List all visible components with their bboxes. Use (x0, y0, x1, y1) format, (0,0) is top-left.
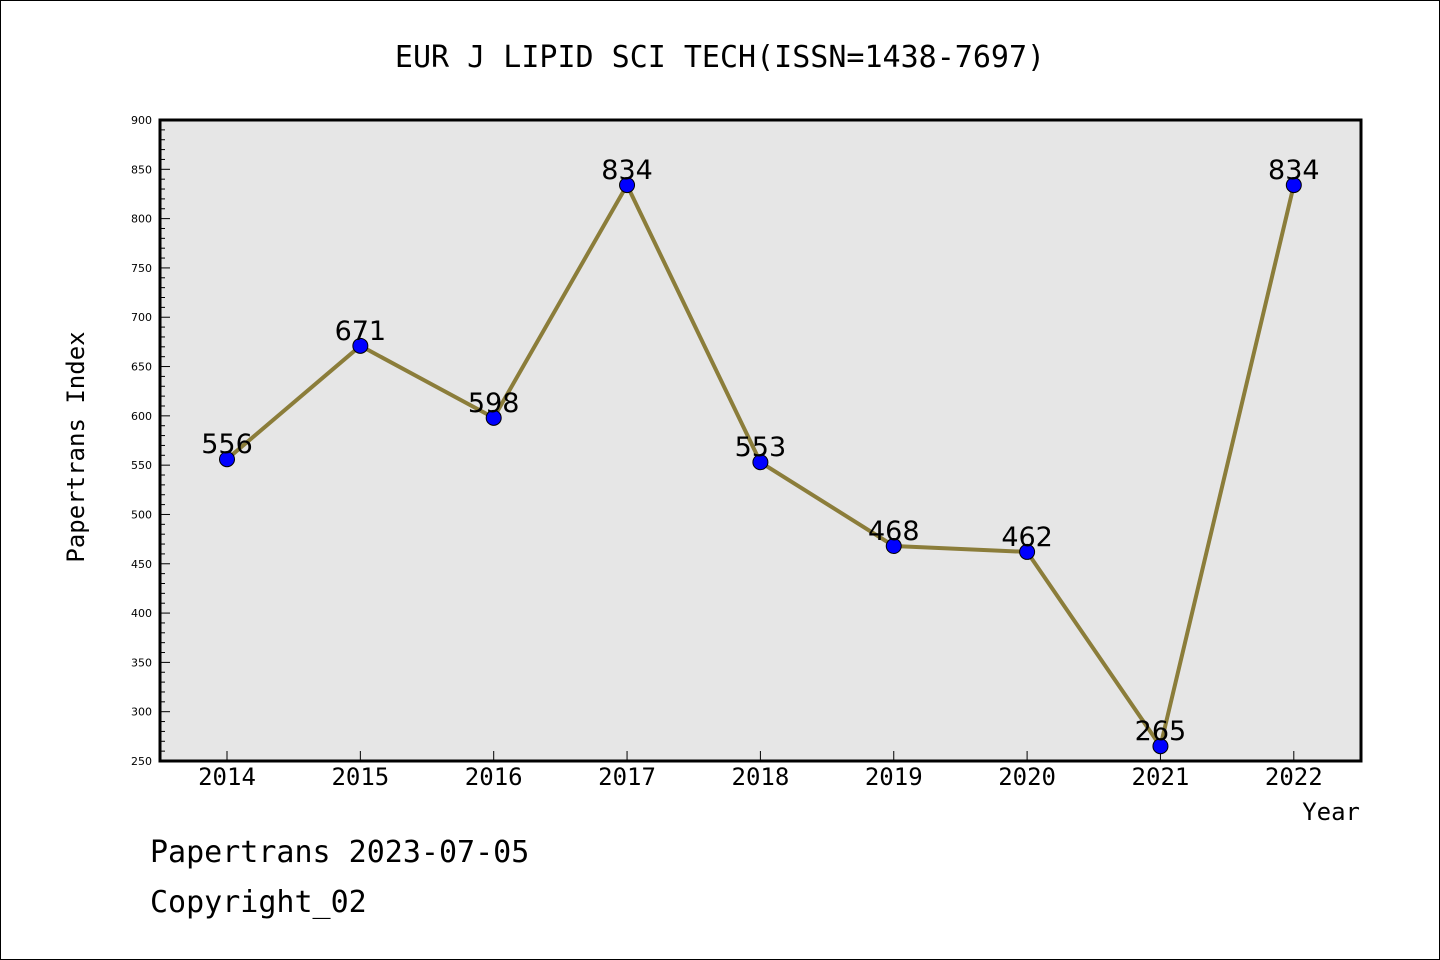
data-point (352, 337, 369, 354)
y-tick-label: 350 (131, 656, 152, 669)
y-axis: 250 300 350 400 450 500 550 600 650 700 750 800 850 9… (131, 114, 170, 768)
x-tick-label: 2016 (465, 763, 523, 791)
data-point (219, 451, 235, 468)
data-point (619, 177, 636, 194)
y-tick-label: 850 (131, 163, 152, 176)
footer-copyright: Copyright_02 (150, 885, 367, 920)
y-tick-label: 450 (131, 558, 152, 571)
data-label: 598 (468, 388, 520, 419)
y-tick-label: 400 (131, 607, 152, 620)
data-label: 671 (335, 316, 387, 347)
y-tick-label: 700 (131, 311, 152, 324)
y-tick-label: 900 (131, 114, 152, 127)
x-tick-label: 2018 (732, 763, 790, 791)
x-tick-label: 2017 (598, 763, 656, 791)
y-tick-label: 500 (131, 508, 152, 521)
y-tick-label: 650 (131, 361, 152, 374)
data-labels-group: 556 671 598 834 553 468 462 265 834 (201, 155, 1319, 747)
data-point (485, 409, 502, 426)
x-axis: 2014 2015 2016 2017 2018 2019 2020 2021 2022 (198, 751, 1323, 791)
data-label: 468 (868, 516, 920, 547)
data-label: 462 (1001, 522, 1053, 553)
data-label: 834 (1268, 155, 1320, 186)
plot-area (158, 118, 1363, 763)
data-points-group (219, 177, 1302, 755)
x-tick-label: 2022 (1265, 763, 1323, 791)
y-tick-label: 600 (131, 410, 152, 423)
x-tick-label: 2021 (1132, 763, 1190, 791)
y-axis-label: Papertrans Index (62, 331, 90, 562)
data-label: 553 (735, 432, 787, 463)
x-tick-label: 2015 (331, 763, 389, 791)
x-tick-label: 2020 (998, 763, 1056, 791)
data-label: 265 (1135, 716, 1187, 747)
x-tick-label: 2019 (865, 763, 923, 791)
data-point (752, 454, 769, 471)
data-label: 834 (601, 155, 653, 186)
y-tick-label: 550 (131, 459, 152, 472)
data-point (1285, 177, 1302, 194)
y-tick-label: 250 (131, 755, 152, 768)
data-point (1152, 738, 1169, 755)
y-tick-label: 800 (131, 213, 152, 226)
chart-title: EUR J LIPID SCI TECH(ISSN=1438-7697) (395, 40, 1045, 75)
x-axis-label: Year (1302, 798, 1360, 826)
y-tick-label: 300 (131, 706, 152, 719)
data-point (1019, 543, 1036, 560)
x-tick-label: 2014 (198, 763, 256, 791)
y-tick-label: 750 (131, 262, 152, 275)
data-label: 556 (201, 429, 253, 460)
footer-date-line: Papertrans 2023-07-05 (150, 835, 530, 870)
data-point (885, 538, 902, 555)
